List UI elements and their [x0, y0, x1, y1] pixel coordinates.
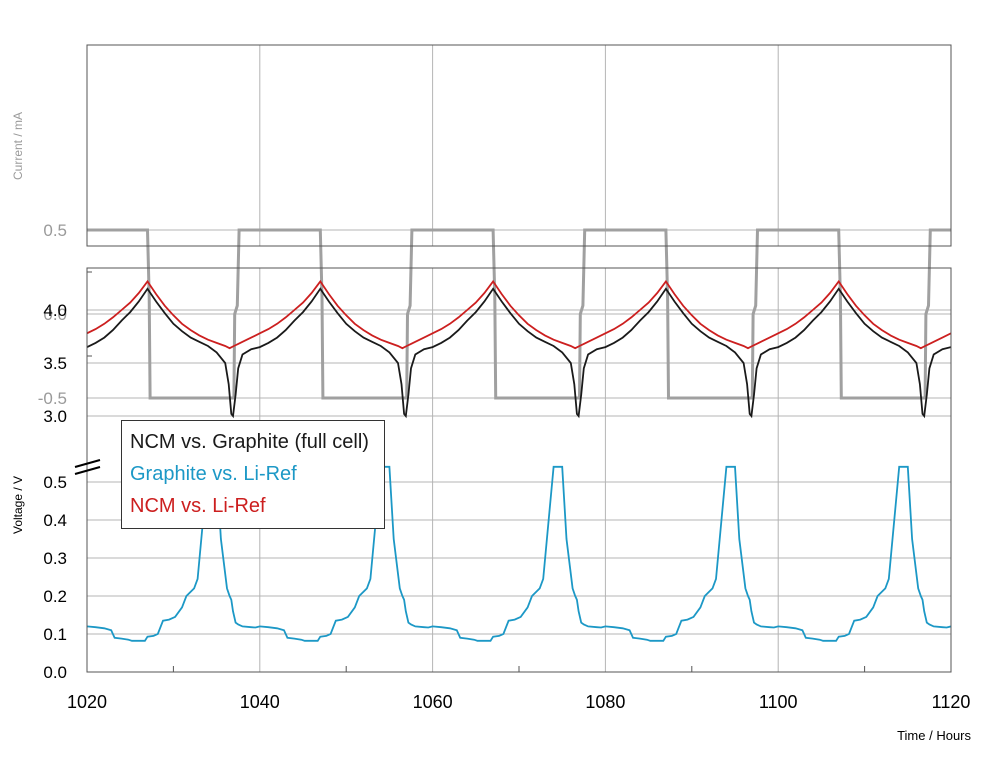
current-panel-frame [86, 44, 952, 247]
legend: NCM vs. Graphite (full cell) Graphite vs… [121, 420, 385, 529]
voltage-lower-ytick-label: 0.5 [43, 473, 67, 492]
axis-break-mark [74, 466, 101, 475]
current-ytick-label: 0.5 [43, 221, 67, 240]
labels-layer: 0.5 0.0 -0.5 Current / mA 4.0 3.5 3.0 0.5 0.4 0.3… [11, 112, 971, 743]
voltage-axis-label: Voltage / V [11, 476, 25, 534]
series-line-full_cell [87, 287, 951, 419]
grid-layer [86, 45, 952, 673]
series-line-graphite [87, 465, 951, 642]
series-layer [87, 228, 951, 642]
legend-item-graphite: Graphite vs. Li-Ref [130, 463, 297, 485]
xtick-label: 1120 [932, 692, 971, 712]
legend-item-ncm: NCM vs. Li-Ref [130, 495, 266, 517]
xtick-label: 1020 [67, 692, 107, 712]
current-ytick-label: 0.0 [43, 305, 67, 324]
voltage-upper-ytick-label: 3.5 [43, 354, 67, 373]
xtick-label: 1080 [585, 692, 625, 712]
voltage-upper-ytick-label: 3.0 [43, 407, 67, 426]
voltage-lower-ytick-label: 0.1 [43, 625, 67, 644]
xtick-label: 1060 [413, 692, 453, 712]
x-axis-label: Time / Hours [897, 728, 971, 743]
legend-item-full-cell: NCM vs. Graphite (full cell) [130, 431, 369, 453]
voltage-upper-ytick-label: 4.0 [43, 301, 67, 320]
voltage-lower-ytick-label: 0.4 [43, 511, 67, 530]
xtick-label: 1100 [759, 692, 798, 712]
voltage-lower-ytick-label: 0.0 [43, 663, 67, 682]
axis-break-mark [74, 459, 101, 468]
series-line-current [87, 228, 951, 400]
axes-layer [74, 44, 952, 673]
current-axis-label: Current / mA [11, 112, 25, 180]
series-line-ncm [87, 279, 951, 350]
current-ytick-label: -0.5 [38, 389, 67, 408]
voltage-lower-ytick-label: 0.2 [43, 587, 67, 606]
voltage-lower-ytick-label: 0.3 [43, 549, 67, 568]
xtick-label: 1040 [240, 692, 280, 712]
